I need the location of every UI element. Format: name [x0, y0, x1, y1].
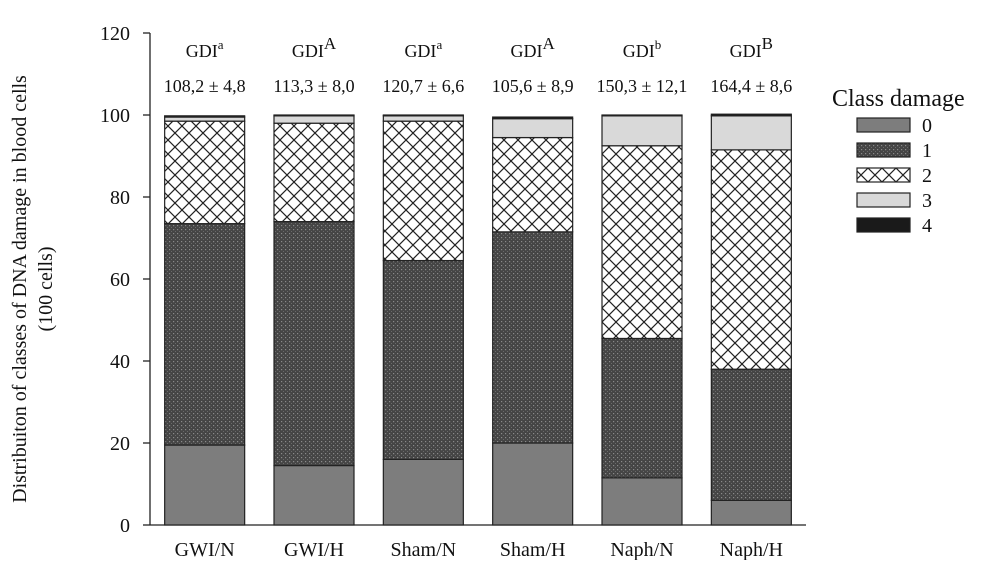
- bar-segment-class-2: [492, 136, 574, 233]
- y-tick-label: 60: [110, 269, 130, 291]
- legend-label: 2: [922, 165, 932, 187]
- bar-segment-class-1: [601, 337, 683, 479]
- bar-segment-class-3: [492, 118, 574, 139]
- x-tick-label: Naph/H: [720, 539, 783, 560]
- bar-segment-class-4: [382, 114, 464, 117]
- gdi-label: GDIa: [186, 37, 224, 61]
- gdi-label: GDIa: [404, 37, 442, 61]
- x-tick-label: Sham/H: [500, 539, 566, 560]
- bar-segment-class-1: [492, 231, 574, 444]
- legend-label: 0: [922, 115, 932, 137]
- y-tick-label: 80: [110, 187, 130, 209]
- gdi-stats-label: 105,6 ± 8,9: [492, 76, 574, 96]
- bar-segment-class-3: [382, 115, 464, 122]
- legend-swatch-class-4: [856, 217, 911, 233]
- bar-segment-class-1: [164, 223, 246, 446]
- bar-segment-class-4: [601, 114, 683, 117]
- bar-segment-class-1: [273, 221, 355, 467]
- gdi-stats-label: 164,4 ± 8,6: [710, 76, 792, 96]
- bar-segment-class-0: [382, 458, 464, 526]
- bar-segment-class-0: [710, 499, 792, 526]
- bar-segment-class-3: [601, 115, 683, 147]
- bar-segment-class-3: [273, 115, 355, 124]
- legend-label: 3: [922, 190, 932, 212]
- bar-segment-class-1: [382, 259, 464, 460]
- y-tick-label: 40: [110, 351, 130, 373]
- bar-segment-class-4: [164, 115, 246, 118]
- bar-segment-class-1: [710, 368, 792, 502]
- x-tick-label: Sham/N: [391, 539, 457, 560]
- y-tick-label: 100: [100, 105, 130, 127]
- bar-segment-class-3: [710, 115, 792, 151]
- y-axis-title-line2: (100 cells): [35, 247, 57, 332]
- gdi-label: GDIA: [292, 34, 337, 61]
- legend-layer: Class damage 0 1 2 3 4: [832, 86, 965, 237]
- bar-segment-class-0: [273, 464, 355, 526]
- bar-segment-class-0: [492, 442, 574, 526]
- gdi-stats-label: 120,7 ± 6,6: [382, 76, 464, 96]
- y-tick-label: 120: [100, 23, 130, 45]
- bar-segment-class-0: [164, 444, 246, 526]
- gdi-label: GDIA: [511, 34, 556, 61]
- gdi-stats-label: 108,2 ± 4,8: [164, 76, 246, 96]
- axes-layer: 0 20 40 60 80 100 120 Distribuiton of classes o…: [9, 23, 806, 537]
- bar-segment-class-2: [601, 145, 683, 340]
- y-tick-label: 20: [110, 433, 130, 455]
- bar-segment-class-2: [164, 120, 246, 225]
- legend-swatch-class-0: [856, 117, 911, 133]
- legend-swatch-class-2: [856, 167, 911, 183]
- bar-segment-class-4: [273, 114, 355, 117]
- legend-title: Class damage: [832, 86, 965, 112]
- gdi-label: GDIB: [730, 34, 773, 61]
- gdi-label: GDIb: [623, 37, 662, 61]
- y-tick-label: 0: [120, 515, 130, 537]
- bar-segment-class-2: [273, 122, 355, 223]
- gdi-stats-label: 113,3 ± 8,0: [273, 76, 354, 96]
- x-tick-label: GWI/H: [284, 539, 344, 560]
- bar-segment-class-0: [601, 477, 683, 526]
- legend-swatch-class-3: [856, 192, 911, 208]
- x-tick-label: GWI/N: [175, 539, 235, 560]
- bar-segment-class-2: [710, 149, 792, 370]
- gdi-stats-label: 150,3 ± 12,1: [597, 76, 688, 96]
- legend-swatch-class-1: [856, 142, 911, 158]
- bars-layer: [164, 113, 792, 526]
- legend-label: 4: [922, 215, 932, 237]
- x-tick-label: Naph/N: [610, 539, 673, 560]
- bar-segment-class-2: [382, 120, 464, 262]
- labels-layer: GWI/N GDIa 108,2 ± 4,8 GWI/H GDIA 113,3 ± 8,0…: [164, 34, 793, 561]
- bar-segment-class-4: [492, 116, 574, 120]
- bar-segment-class-4: [710, 113, 792, 117]
- legend-label: 1: [922, 140, 932, 162]
- y-axis-title-line1: Distribuiton of classes of DNA damage in…: [9, 75, 31, 503]
- bar-segment-class-3: [164, 116, 246, 122]
